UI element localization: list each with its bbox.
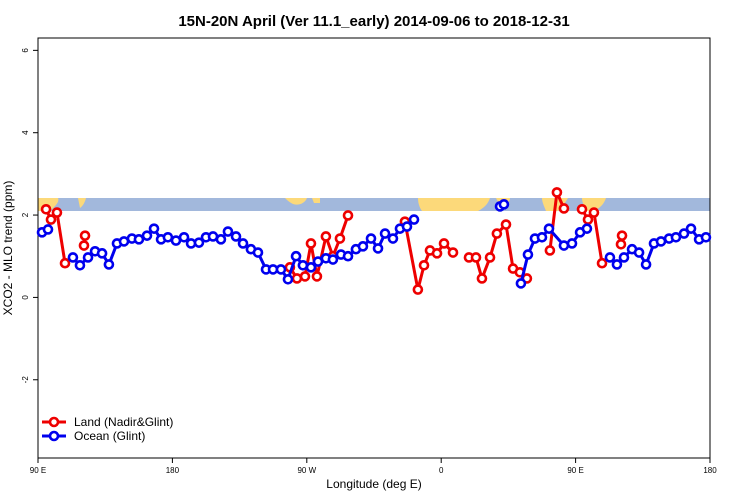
- point: [379, 228, 391, 239]
- point: [685, 223, 697, 234]
- point: [576, 203, 588, 215]
- x-tick-label: 180: [166, 466, 180, 475]
- point: [178, 231, 190, 243]
- x-tick-label: 180: [703, 466, 717, 475]
- point: [618, 252, 630, 263]
- point: [491, 228, 503, 239]
- point: [327, 254, 339, 265]
- point: [40, 203, 52, 215]
- point: [418, 259, 430, 271]
- point: [633, 247, 645, 258]
- point: [431, 248, 443, 259]
- x-tick-label: 90 W: [297, 466, 316, 475]
- x-tick-label: 0: [439, 466, 444, 475]
- point: [79, 230, 91, 241]
- y-axis-label: XCO2 - MLO trend (ppm): [1, 181, 15, 316]
- point: [476, 273, 488, 284]
- point: [700, 231, 712, 243]
- point: [141, 230, 153, 241]
- x-tick-label: 90 E: [567, 466, 583, 475]
- point: [230, 231, 242, 242]
- point: [311, 271, 323, 282]
- point: [103, 259, 115, 270]
- point: [67, 252, 79, 263]
- map-strip: [38, 198, 710, 211]
- point: [566, 238, 578, 249]
- point: [148, 223, 160, 234]
- point: [611, 259, 623, 270]
- point: [74, 259, 86, 271]
- point: [438, 238, 450, 249]
- y-tick-label: 0: [21, 295, 30, 300]
- point: [51, 207, 63, 218]
- point: [670, 231, 682, 243]
- point: [297, 259, 309, 271]
- point: [596, 257, 608, 269]
- point: [484, 252, 496, 263]
- point: [282, 273, 294, 285]
- point: [59, 257, 71, 269]
- y-tick-label: 2: [21, 212, 30, 217]
- chart-title: 15N-20N April (Ver 11.1_early) 2014-09-0…: [178, 13, 569, 30]
- x-tick-label: 90 E: [30, 466, 46, 475]
- point: [78, 240, 90, 251]
- point: [45, 214, 57, 225]
- point: [299, 271, 311, 282]
- point: [342, 250, 354, 262]
- point: [588, 207, 600, 218]
- point: [133, 234, 145, 245]
- point: [82, 252, 94, 263]
- point: [305, 238, 317, 249]
- point: [604, 252, 616, 263]
- point: [291, 273, 303, 284]
- point: [342, 210, 354, 221]
- point: [96, 248, 108, 259]
- y-tick-label: -2: [21, 376, 30, 384]
- point: [522, 249, 534, 260]
- legend-marker: [48, 430, 60, 442]
- point: [498, 199, 510, 210]
- point: [193, 237, 205, 248]
- point: [678, 228, 690, 239]
- point: [536, 231, 548, 243]
- point: [334, 233, 346, 244]
- point: [222, 226, 234, 237]
- point: [290, 250, 302, 262]
- point: [470, 252, 482, 263]
- point: [558, 203, 570, 214]
- plot-frame: [37, 37, 711, 459]
- point: [305, 262, 317, 273]
- point: [387, 233, 399, 244]
- y-tick-label: 4: [21, 130, 30, 135]
- point: [616, 230, 628, 241]
- point: [365, 233, 377, 244]
- point: [543, 223, 555, 234]
- point: [551, 187, 563, 198]
- point: [558, 240, 570, 251]
- x-axis-label: Longitude (deg E): [326, 477, 421, 491]
- point: [412, 284, 424, 295]
- point: [544, 245, 556, 256]
- point: [42, 224, 54, 235]
- point: [500, 219, 512, 230]
- point: [215, 234, 227, 245]
- point: [320, 231, 332, 242]
- point: [275, 264, 287, 275]
- point: [401, 221, 413, 232]
- point: [447, 247, 459, 258]
- point: [515, 278, 527, 289]
- point: [640, 259, 652, 270]
- point: [408, 214, 420, 225]
- point: [237, 238, 249, 249]
- point: [252, 247, 264, 258]
- point: [357, 241, 369, 252]
- y-tick-label: 6: [21, 48, 30, 53]
- point: [615, 238, 627, 250]
- legend-marker: [48, 416, 60, 428]
- point: [372, 243, 384, 254]
- legend-label: Land (Nadir&Glint): [74, 415, 173, 429]
- point: [581, 223, 593, 234]
- legend-label: Ocean (Glint): [74, 429, 145, 443]
